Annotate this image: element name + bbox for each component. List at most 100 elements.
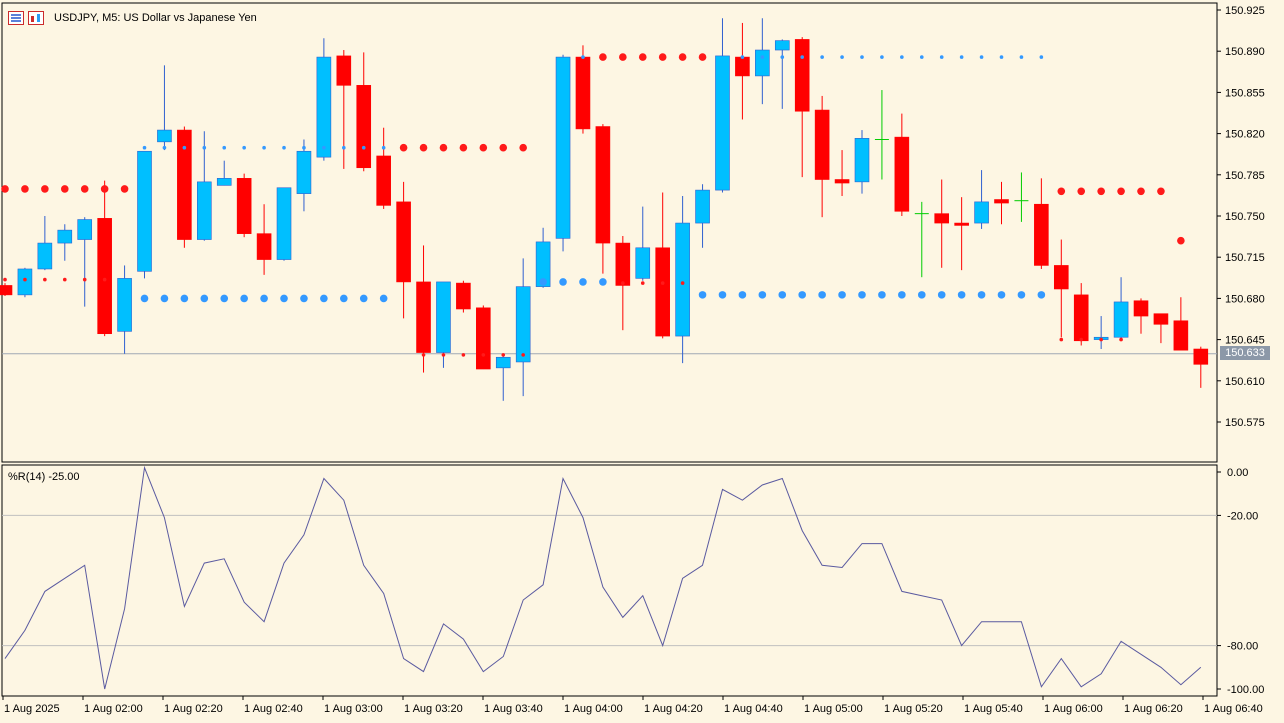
main-chart-frame xyxy=(1,2,1218,463)
candle-body xyxy=(575,56,591,130)
price-tick-label: 150.645 xyxy=(1225,335,1265,347)
candle xyxy=(77,217,93,307)
candle-body xyxy=(715,55,730,191)
candle xyxy=(1153,313,1169,344)
price-tick-label: 150.855 xyxy=(1225,87,1265,99)
candle-body xyxy=(117,278,132,332)
price-tick-label: 150.680 xyxy=(1225,293,1265,305)
candle xyxy=(1113,277,1129,340)
time-tick-label: 1 Aug 03:00 xyxy=(324,703,383,715)
candle-body xyxy=(137,150,152,272)
candle-body xyxy=(77,219,93,240)
indicator-dot xyxy=(361,145,366,150)
indicator-dot xyxy=(660,281,665,285)
candle-body xyxy=(416,281,431,353)
candle xyxy=(216,160,232,186)
indicator-dot xyxy=(1177,236,1185,245)
indicator-dot xyxy=(860,55,864,59)
price-tick-label: 150.715 xyxy=(1225,252,1265,264)
indicator-tick-label: -20.00 xyxy=(1227,510,1258,522)
time-tick-label: 1 Aug 02:20 xyxy=(164,703,223,715)
indicator-dot xyxy=(1017,291,1026,299)
indicator-dot xyxy=(997,291,1006,299)
indicator-dot xyxy=(840,55,844,59)
indicator-dot xyxy=(1097,187,1105,196)
candle-body xyxy=(1153,313,1169,325)
candle-body xyxy=(1133,300,1149,317)
indicator-dot xyxy=(41,185,49,193)
candle xyxy=(296,139,312,212)
price-tick-label: 150.890 xyxy=(1225,46,1265,58)
candle-body xyxy=(97,218,112,335)
candle-body xyxy=(854,138,870,183)
indicator-dot xyxy=(60,185,69,193)
candle xyxy=(715,18,730,193)
indicator-dot xyxy=(260,294,268,303)
candle-body xyxy=(376,155,391,206)
indicator-dot xyxy=(100,185,109,193)
candle xyxy=(276,187,292,261)
candle-body xyxy=(0,285,13,296)
indicator-dot xyxy=(858,291,866,299)
time-tick-label: 1 Aug 04:40 xyxy=(724,703,783,715)
indicator-dot xyxy=(240,294,248,303)
indicator-dot xyxy=(519,143,527,152)
indicator-dot xyxy=(82,277,87,282)
indicator-dot xyxy=(102,277,107,282)
indicator-dot xyxy=(1117,187,1125,196)
indicator-tick-label: -80.00 xyxy=(1227,641,1258,653)
candle-body xyxy=(236,178,252,234)
candle-body xyxy=(555,56,571,239)
candle-body xyxy=(216,178,232,186)
candle xyxy=(555,54,571,252)
candle-body xyxy=(595,126,611,244)
time-axis: 1 Aug 2025 1 Aug 02:00 1 Aug 02:20 1 Aug 02… xyxy=(2,696,1263,715)
indicator-dot xyxy=(1039,55,1044,59)
time-tick-label: 1 Aug 05:40 xyxy=(964,703,1023,715)
candle-body xyxy=(336,55,352,86)
candle-body xyxy=(276,187,292,260)
candle-body xyxy=(894,136,910,212)
candle-body xyxy=(17,268,33,296)
indicator-dot xyxy=(280,294,288,303)
williams-r-polyline xyxy=(4,465,1202,690)
indicator-dot xyxy=(302,145,306,150)
indicator-dot xyxy=(740,55,745,59)
candle-body xyxy=(476,307,491,370)
candle xyxy=(17,267,33,298)
indicator-dot xyxy=(1059,337,1064,342)
candle-body xyxy=(57,229,73,244)
candle xyxy=(495,354,511,401)
candle-body xyxy=(735,56,750,77)
indicator-dot xyxy=(479,143,488,152)
indicator-dot xyxy=(21,185,29,193)
indicator-dot xyxy=(1077,187,1086,196)
chart-properties-icon[interactable] xyxy=(28,11,44,25)
main-chart-border xyxy=(1,2,1218,463)
indicator-dot xyxy=(999,55,1004,59)
indicator-dot xyxy=(142,145,147,150)
candle-body xyxy=(954,222,969,226)
indicator-dot xyxy=(758,291,767,299)
time-tick-label: 1 Aug 03:20 xyxy=(404,703,463,715)
candle xyxy=(356,52,372,172)
candle xyxy=(396,181,411,319)
indicator-dot xyxy=(800,55,804,59)
indicator-dot xyxy=(979,55,984,59)
candle xyxy=(595,124,611,274)
indicator-dot xyxy=(162,145,167,150)
indicator-dot xyxy=(521,353,525,357)
candle xyxy=(655,192,670,339)
chart-list-icon[interactable] xyxy=(8,11,24,25)
current-price-tag: 150.633 xyxy=(1220,346,1270,360)
candle xyxy=(954,197,969,271)
indicator-dot xyxy=(340,294,348,303)
indicator-dot xyxy=(559,278,567,286)
indicator-dot xyxy=(421,353,426,357)
candle-body xyxy=(535,241,551,287)
candle-body xyxy=(635,247,651,279)
candle-body xyxy=(1073,294,1089,342)
candle xyxy=(515,258,531,397)
time-tick-label: 1 Aug 04:00 xyxy=(564,703,623,715)
